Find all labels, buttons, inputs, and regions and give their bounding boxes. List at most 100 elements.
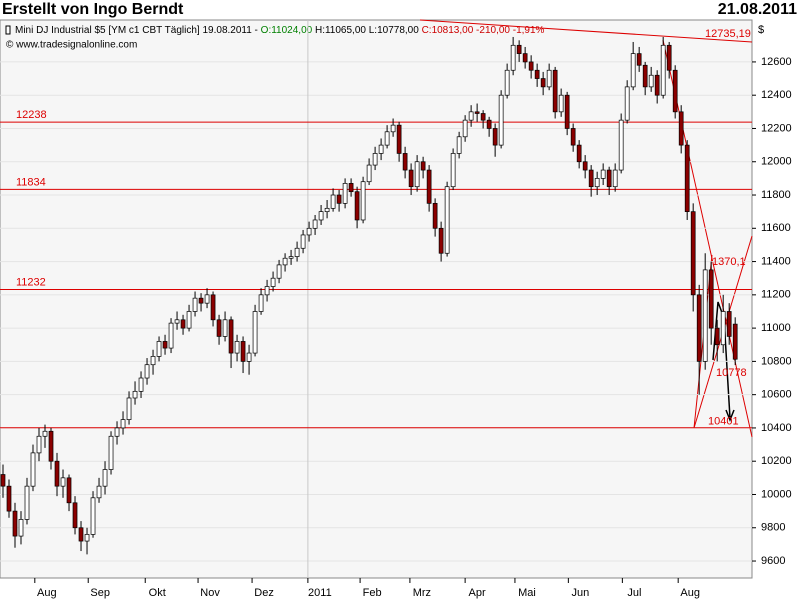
candle-body bbox=[672, 69, 678, 113]
candle-body bbox=[366, 164, 372, 183]
candle-body bbox=[306, 227, 312, 236]
x-tick-label: Nov bbox=[200, 587, 220, 599]
y-tick-label: 12000 bbox=[761, 156, 792, 168]
candle-body bbox=[54, 460, 60, 487]
legend-part: C:10813,00 -210,00 -1,91% bbox=[422, 25, 545, 36]
x-tick-label: Mai bbox=[518, 587, 536, 599]
trend-line bbox=[419, 19, 753, 43]
x-tick-label: Sep bbox=[90, 587, 110, 599]
candle-body bbox=[336, 194, 342, 204]
candle-body bbox=[102, 469, 108, 487]
candle-body bbox=[726, 311, 732, 337]
candle-body bbox=[462, 119, 468, 138]
candle-body bbox=[492, 128, 498, 146]
candle-body bbox=[174, 319, 180, 324]
x-tick-label: 2011 bbox=[308, 587, 332, 599]
candle-body bbox=[282, 257, 288, 266]
candle-body bbox=[222, 319, 228, 337]
x-tick-label: Apr bbox=[469, 587, 486, 599]
header-date: 21.08.2011 bbox=[718, 1, 797, 18]
candle-body bbox=[606, 169, 612, 188]
candle-body bbox=[504, 69, 510, 96]
candle-body bbox=[72, 502, 78, 529]
candle-body bbox=[474, 111, 480, 114]
candle-body bbox=[486, 119, 492, 129]
support-label: 10401 bbox=[708, 416, 739, 428]
y-tick-label: 11400 bbox=[761, 255, 791, 267]
candle-body bbox=[60, 477, 66, 487]
legend: Mini DJ Industrial $5 [YM c1 CBT Täglich… bbox=[15, 25, 545, 36]
candle-body bbox=[264, 286, 270, 296]
candle-body bbox=[258, 294, 264, 312]
candle-body bbox=[156, 341, 162, 357]
candle-body bbox=[234, 341, 240, 354]
annotation: 10778 bbox=[716, 367, 747, 379]
candle-body bbox=[324, 207, 330, 213]
candle-body bbox=[384, 131, 390, 146]
annotation: 12735,19 bbox=[705, 28, 751, 40]
candle-body bbox=[180, 319, 186, 329]
candle-body bbox=[582, 161, 588, 171]
candle-body bbox=[702, 269, 708, 362]
candle-body bbox=[600, 169, 606, 179]
candle-body bbox=[198, 297, 204, 304]
y-tick-label: 10600 bbox=[761, 389, 792, 401]
candle-body bbox=[390, 124, 396, 133]
candle-body bbox=[288, 256, 294, 259]
candle-body bbox=[612, 169, 618, 188]
candle-body bbox=[564, 94, 570, 129]
candle-body bbox=[498, 94, 504, 146]
y-tick-label: 12600 bbox=[761, 56, 792, 68]
candle-body bbox=[690, 211, 696, 296]
y-tick-label: 12200 bbox=[761, 122, 792, 134]
candle-body bbox=[246, 352, 252, 362]
candle-body bbox=[540, 78, 546, 88]
x-tick-label: Jun bbox=[571, 587, 589, 599]
candle-body bbox=[48, 430, 54, 462]
candle-body bbox=[6, 485, 12, 512]
candle-body bbox=[426, 169, 432, 204]
candle-body bbox=[132, 390, 138, 399]
candle-body bbox=[630, 53, 636, 88]
candle-body bbox=[636, 53, 642, 66]
candle-body bbox=[618, 119, 624, 171]
candle-body bbox=[372, 153, 378, 166]
candle-body bbox=[144, 364, 150, 379]
candle-body bbox=[252, 311, 258, 354]
candle-body bbox=[684, 144, 690, 213]
candle-body bbox=[168, 322, 174, 349]
x-tick-label: Okt bbox=[149, 587, 166, 599]
source: © www.tradesignalonline.com bbox=[6, 40, 137, 51]
candle-body bbox=[360, 181, 366, 221]
candle-body bbox=[294, 247, 300, 257]
x-tick-label: Dez bbox=[254, 587, 274, 599]
candle-body bbox=[696, 294, 702, 362]
candle-body bbox=[0, 474, 6, 487]
candle-body bbox=[438, 227, 444, 254]
y-tick-label: 11600 bbox=[761, 222, 791, 234]
candle-body bbox=[414, 161, 420, 188]
legend-part: Mini DJ Industrial $5 [YM c1 CBT Täglich… bbox=[15, 25, 261, 36]
candle-body bbox=[666, 44, 672, 71]
candle-body bbox=[708, 269, 714, 329]
candle-body bbox=[534, 69, 540, 79]
y-tick-label: 10800 bbox=[761, 355, 792, 367]
candle-body bbox=[210, 294, 216, 321]
candle-body bbox=[648, 74, 654, 88]
candle-body bbox=[642, 64, 648, 88]
y-tick-label: 9600 bbox=[761, 555, 785, 567]
candle-body bbox=[720, 311, 726, 346]
candle-body bbox=[42, 430, 48, 437]
candle-body bbox=[420, 161, 426, 171]
candle-body bbox=[444, 186, 450, 254]
candle-body bbox=[378, 144, 384, 154]
candle-body bbox=[78, 527, 84, 542]
level-label: 12238 bbox=[16, 109, 47, 121]
candle-body bbox=[588, 169, 594, 188]
y-tick-label: 12400 bbox=[761, 89, 792, 101]
candle-body bbox=[192, 297, 198, 312]
candle-body bbox=[732, 323, 738, 360]
y-tick-label: 11800 bbox=[761, 189, 791, 201]
y-tick-label: 10400 bbox=[761, 422, 792, 434]
